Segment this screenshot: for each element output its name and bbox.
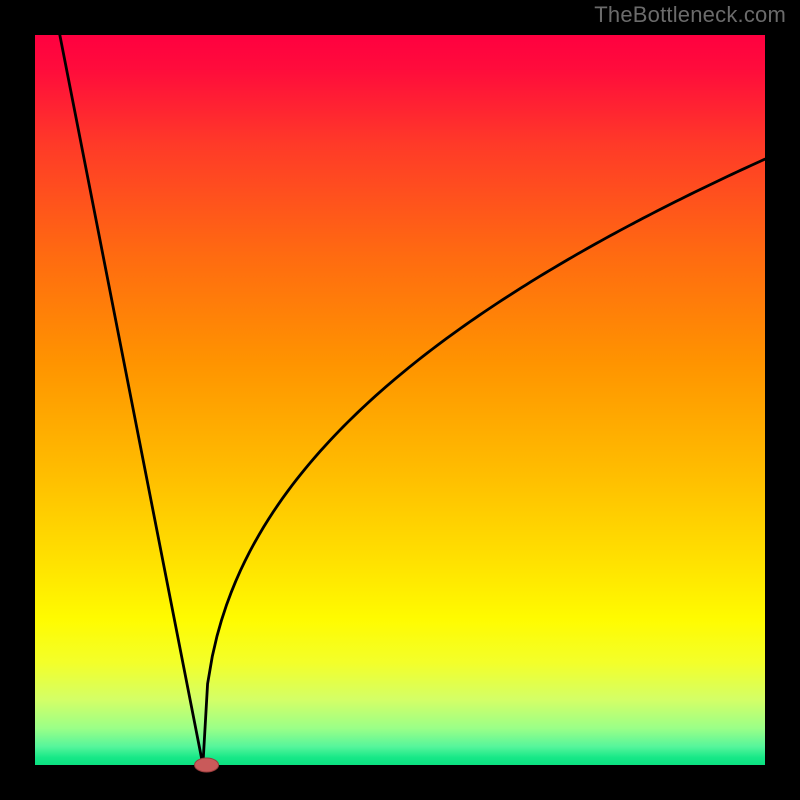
plot-background xyxy=(35,35,765,765)
chart-svg xyxy=(0,0,800,800)
minimum-marker xyxy=(195,758,219,772)
chart-container: TheBottleneck.com xyxy=(0,0,800,800)
watermark-text: TheBottleneck.com xyxy=(594,2,786,28)
